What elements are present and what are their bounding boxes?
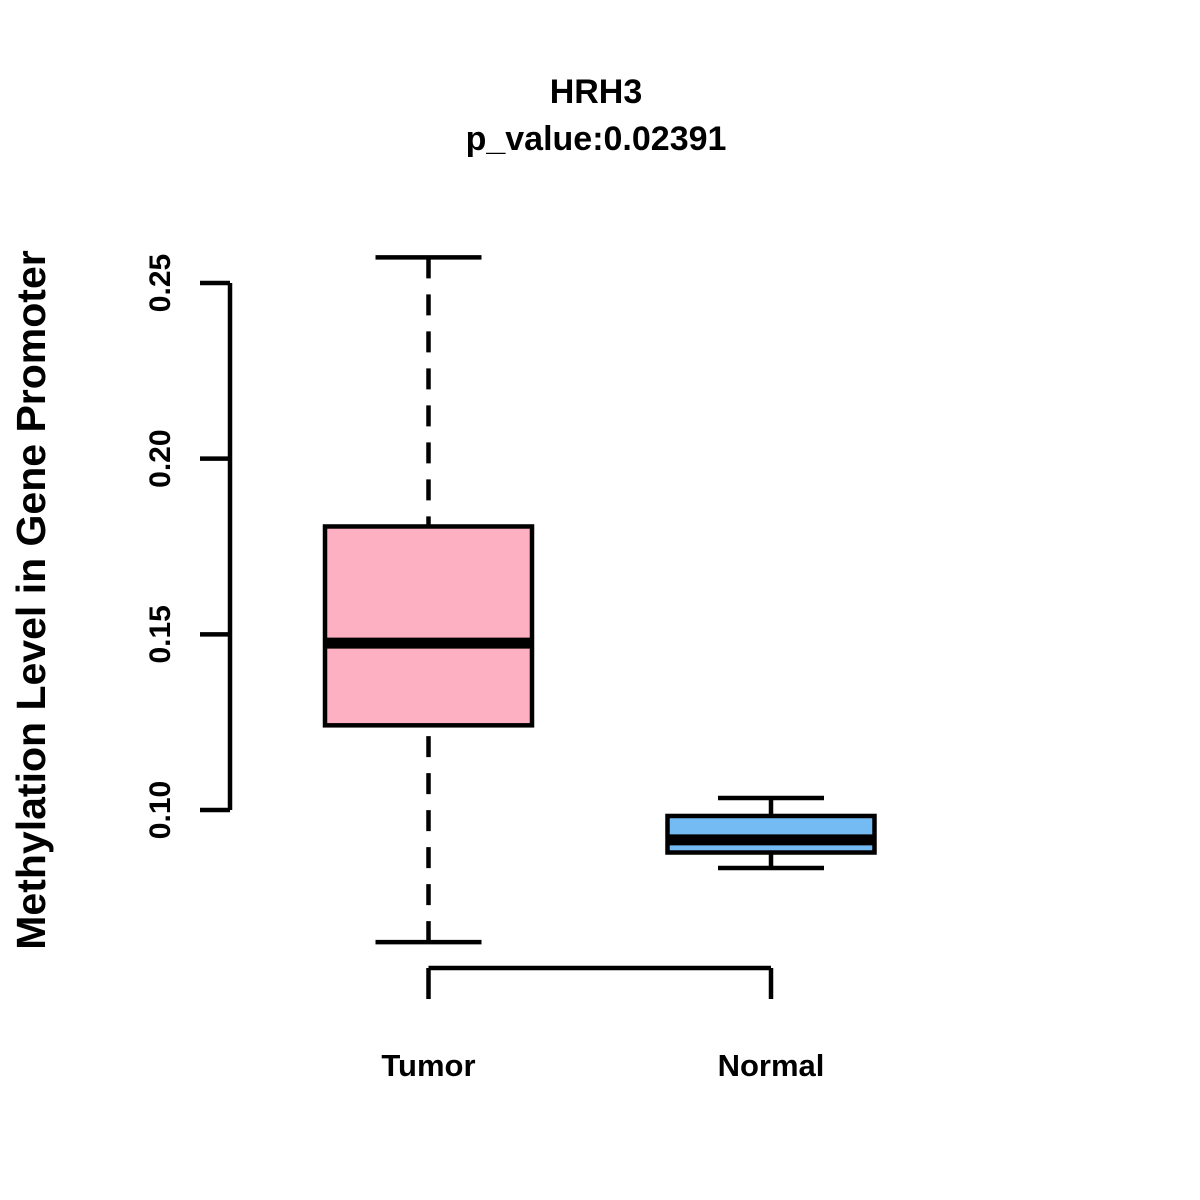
y-tick-label: 0.10 bbox=[144, 781, 177, 839]
plot-area: 0.10 0.15 0.20 0.25 Tumor Normal bbox=[144, 254, 877, 1083]
box-normal bbox=[665, 813, 877, 855]
y-axis-label: Methylation Level in Gene Promoter bbox=[8, 250, 54, 949]
box-tumor bbox=[322, 524, 535, 728]
x-tick-label-tumor: Tumor bbox=[381, 1048, 475, 1083]
x-tick-label-normal: Normal bbox=[718, 1048, 825, 1083]
chart-subtitle: p_value:0.02391 bbox=[466, 120, 727, 158]
y-tick-label: 0.25 bbox=[144, 254, 177, 312]
chart-title: HRH3 bbox=[550, 73, 643, 111]
y-tick-label: 0.15 bbox=[144, 605, 177, 663]
y-tick-label: 0.20 bbox=[144, 429, 177, 487]
